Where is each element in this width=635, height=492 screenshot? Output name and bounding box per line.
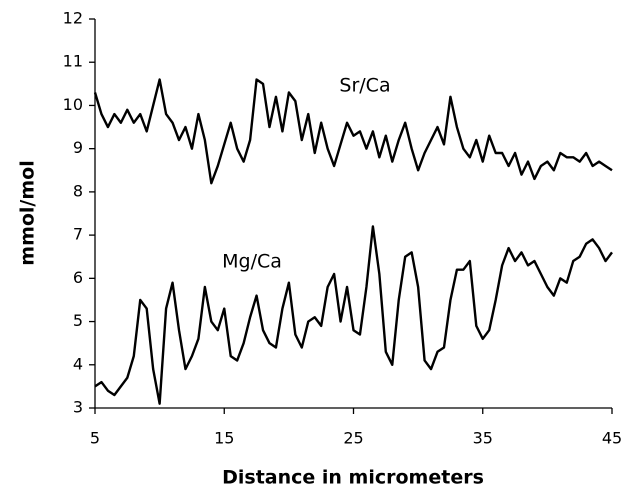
series-line [94,225,613,405]
y-tick-label: 4 [73,354,83,373]
x-tick-label: 35 [473,429,493,448]
series-label: Mg/Ca [222,251,282,273]
y-tick-label: 11 [63,52,83,71]
y-tick-label: 9 [73,138,83,157]
y-tick-label: 12 [63,9,83,28]
y-tick-label: 6 [73,268,83,287]
series-label: Sr/Ca [339,75,390,97]
x-tick-label: 15 [214,429,234,448]
y-tick-label: 5 [73,311,83,330]
y-tick-label: 3 [73,398,83,417]
y-tick-label: 7 [73,225,83,244]
y-axis-title: mmol/mol [17,160,39,265]
x-axis-title: Distance in micrometers [222,467,484,489]
series-line [93,78,613,185]
x-tick-label: 25 [343,429,363,448]
x-tick-label: 5 [90,429,100,448]
y-tick-label: 8 [73,181,83,200]
y-tick-label: 10 [63,95,83,114]
x-tick-label: 45 [602,429,622,448]
